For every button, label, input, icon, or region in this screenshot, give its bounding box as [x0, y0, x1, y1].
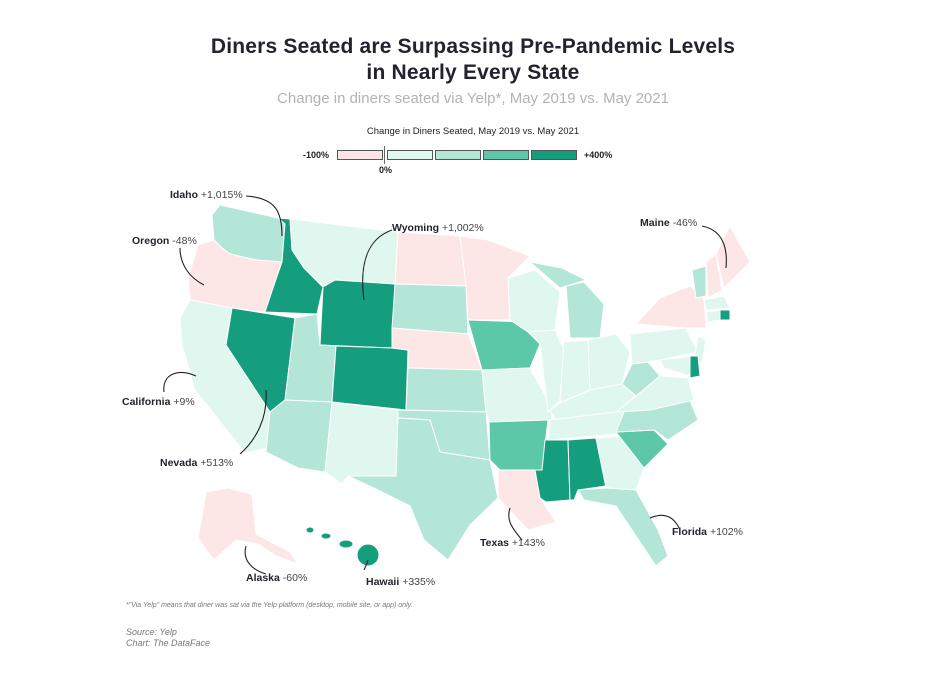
state-colorado[interactable]: [331, 345, 409, 411]
state-hawaii-big-island[interactable]: [356, 543, 380, 567]
state-maryland[interactable]: [659, 355, 695, 377]
arrow-hawaii: [363, 559, 369, 571]
legend-swatch-top: [531, 150, 577, 160]
state-pennsylvania[interactable]: [629, 327, 699, 365]
state-new-hampshire[interactable]: [705, 253, 723, 299]
state-arizona[interactable]: [265, 399, 333, 473]
state-alaska[interactable]: [197, 487, 299, 565]
arrow-nevada: [239, 389, 267, 455]
state-hawaii-kauai[interactable]: [305, 526, 315, 534]
state-south-dakota[interactable]: [391, 283, 469, 335]
state-wyoming[interactable]: [319, 279, 396, 349]
legend-min-label: -100%: [303, 150, 330, 160]
callout-alaska: Alaska -60%: [246, 572, 307, 584]
chart-credit: Chart: The DataFace: [126, 638, 211, 648]
state-michigan[interactable]: [565, 281, 605, 339]
state-arkansas[interactable]: [488, 419, 549, 471]
state-west-virginia[interactable]: [621, 361, 661, 397]
arrow-oregon: [179, 247, 205, 286]
subtitle: Change in diners seated via Yelp*, May 2…: [277, 90, 669, 107]
footnote: *"Via Yelp" means that diner was sat via…: [126, 602, 413, 609]
state-rhode-island[interactable]: [719, 309, 731, 321]
callout-maine: Maine -46%: [640, 217, 697, 229]
arrow-florida: [649, 514, 681, 531]
state-texas[interactable]: [347, 417, 499, 561]
state-new-mexico[interactable]: [324, 401, 399, 485]
state-florida[interactable]: [577, 487, 669, 567]
legend-zero-tick: [384, 146, 385, 164]
arrow-maine: [701, 225, 727, 269]
legend-swatch-mid: [435, 150, 481, 160]
legend-title: Change in Diners Seated, May 2019 vs. Ma…: [366, 126, 580, 137]
callout-florida: Florida +102%: [672, 526, 743, 538]
title-line-2: in Nearly Every State: [366, 61, 580, 84]
callout-california: California +9%: [122, 396, 195, 408]
state-kansas[interactable]: [405, 367, 487, 413]
state-north-dakota[interactable]: [394, 231, 467, 287]
source-text: Source: Yelp: [126, 627, 177, 637]
state-hawaii-oahu[interactable]: [320, 532, 332, 540]
callout-idaho: Idaho +1,015%: [170, 189, 243, 201]
title-line-1: Diners Seated are Surpassing Pre-Pandemi…: [210, 35, 736, 58]
callout-oregon: Oregon -48%: [132, 235, 197, 247]
state-vermont[interactable]: [691, 265, 707, 299]
callout-nevada: Nevada +513%: [160, 457, 233, 469]
arrow-california: [163, 372, 197, 393]
state-missouri[interactable]: [481, 367, 553, 423]
legend-swatch-high: [483, 150, 529, 160]
legend-max-label: +400%: [584, 150, 613, 160]
arrow-texas: [508, 507, 523, 541]
state-hawaii-maui[interactable]: [338, 539, 354, 549]
state-ohio[interactable]: [587, 333, 631, 391]
arrow-idaho: [245, 195, 283, 237]
callout-texas: Texas +143%: [480, 537, 545, 549]
legend-swatch-low: [387, 150, 433, 160]
state-delaware[interactable]: [689, 355, 701, 379]
arrow-wyoming: [362, 229, 393, 301]
callout-wyoming: Wyoming +1,002%: [392, 222, 484, 234]
state-maine[interactable]: [715, 225, 751, 289]
state-connecticut[interactable]: [705, 309, 721, 323]
state-michigan-up[interactable]: [529, 261, 587, 289]
chart-title: Diners Seated are Surpassing Pre-Pandemi…: [0, 34, 946, 86]
legend-zero-label: 0%: [379, 165, 393, 175]
callout-hawaii: Hawaii +335%: [366, 576, 435, 588]
legend-swatch-negative: [337, 150, 383, 160]
source-block: Source: Yelp Chart: The DataFace: [126, 627, 210, 649]
state-massachusetts[interactable]: [703, 295, 731, 311]
arrow-alaska: [244, 545, 267, 575]
